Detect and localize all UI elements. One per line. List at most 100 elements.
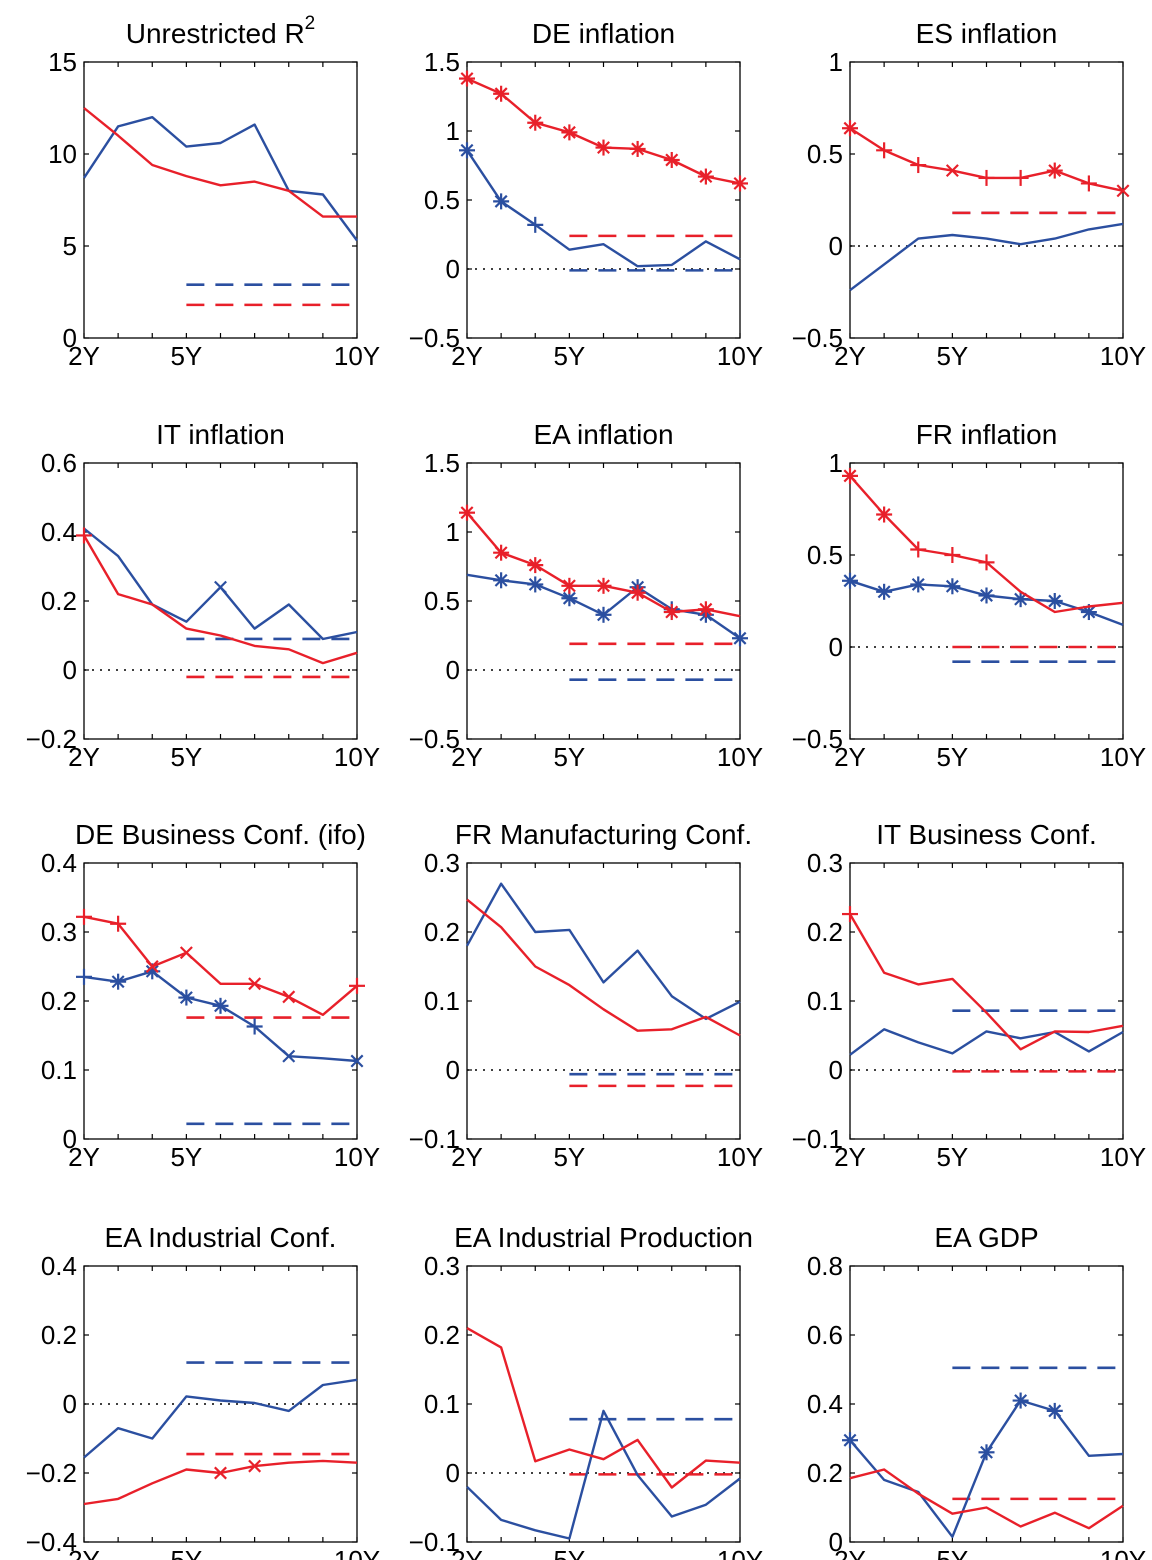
x-tick-label: 5Y xyxy=(553,1142,585,1172)
panel-title: DE Business Conf. (ifo) xyxy=(75,819,366,850)
marker-stroke xyxy=(494,87,508,101)
panel-title: EA Industrial Conf. xyxy=(105,1222,337,1253)
y-tick-label: 0 xyxy=(829,231,843,261)
red-marker xyxy=(910,541,927,558)
red-marker xyxy=(561,124,578,141)
red-series-line xyxy=(848,913,1124,1051)
marker-stroke xyxy=(282,1049,296,1063)
blue-marker xyxy=(214,580,227,594)
marker-stroke xyxy=(528,116,542,130)
red-marker xyxy=(595,139,612,156)
marker-stroke xyxy=(562,591,576,605)
marker-stroke xyxy=(494,194,508,208)
x-tick-label: 10Y xyxy=(1100,742,1146,772)
blue-marker xyxy=(527,576,544,593)
x-tick-label: 2Y xyxy=(451,341,483,371)
marker-stroke xyxy=(528,577,542,591)
blue-marker xyxy=(493,193,510,210)
x-tick-label: 5Y xyxy=(170,1142,202,1172)
y-tick-label: 0 xyxy=(446,655,460,685)
marker-stroke xyxy=(631,586,645,600)
red-marker xyxy=(527,114,544,131)
x-tick-label: 2Y xyxy=(834,341,866,371)
marker-stroke xyxy=(179,991,193,1005)
x-tick-label: 5Y xyxy=(553,742,585,772)
red-marker xyxy=(493,85,510,102)
marker-stroke xyxy=(460,143,474,157)
x-tick-label: 10Y xyxy=(717,1545,763,1560)
y-tick-label: 0 xyxy=(446,1055,460,1085)
marker-stroke xyxy=(1048,1404,1062,1418)
red-marker xyxy=(214,1466,227,1480)
red-marker xyxy=(944,547,961,563)
red-marker xyxy=(629,584,646,601)
y-tick-label: −0.1 xyxy=(409,1124,460,1154)
y-tick-label: −0.5 xyxy=(409,323,460,353)
marker-stroke xyxy=(111,975,125,989)
panel-title: Unrestricted R2 xyxy=(126,13,316,49)
marker-stroke xyxy=(699,602,713,616)
y-tick-label: 0 xyxy=(446,254,460,284)
red-marker xyxy=(76,527,92,544)
blue-series-line xyxy=(83,527,358,641)
axes-frame xyxy=(83,61,358,339)
marker-stroke xyxy=(145,960,159,973)
marker-stroke xyxy=(1048,164,1062,178)
red-marker xyxy=(282,990,296,1004)
red-marker xyxy=(910,157,927,174)
y-tick-label: 15 xyxy=(48,47,77,77)
red-marker xyxy=(595,577,612,594)
axes-frame xyxy=(466,462,741,740)
y-tick-label: −0.2 xyxy=(26,1458,77,1488)
red-marker xyxy=(842,120,858,137)
panel-1: Unrestricted R2 0 5 10 15 2Y 5Y 10Y xyxy=(48,13,380,371)
y-tick-label: 1 xyxy=(829,448,843,478)
blue-marker xyxy=(76,968,92,985)
y-tick-label: 0.3 xyxy=(41,917,77,947)
x-tick-label: 5Y xyxy=(936,1545,968,1560)
x-tick-label: 2Y xyxy=(68,1142,100,1172)
y-tick-label: 0.5 xyxy=(424,586,460,616)
y-tick-label: 0.1 xyxy=(807,986,843,1016)
panel-9: IT Business Conf. −0.1 0 0.1 0.2 0.3 2Y 5Y 10Y xyxy=(792,819,1146,1172)
red-marker xyxy=(842,906,858,923)
axes-frame xyxy=(849,61,1124,339)
y-tick-label: 0.1 xyxy=(424,986,460,1016)
x-tick-label: 5Y xyxy=(553,341,585,371)
y-tick-label: −0.1 xyxy=(792,1124,843,1154)
y-tick-label: 0 xyxy=(63,1124,77,1154)
marker-stroke xyxy=(460,506,474,520)
x-tick-label: 5Y xyxy=(553,1545,585,1560)
marker-stroke xyxy=(145,964,159,978)
red-marker xyxy=(945,164,959,178)
panel-12: EA GDP 0 0.2 0.4 0.6 0.8 2Y 5Y 10Y xyxy=(807,1222,1146,1560)
y-tick-label: 1 xyxy=(446,116,460,146)
x-tick-label: 2Y xyxy=(834,1545,866,1560)
red-series-line xyxy=(466,511,741,618)
panel-title: FR Manufacturing Conf. xyxy=(455,819,752,850)
y-tick-label: 0.1 xyxy=(424,1389,460,1419)
x-tick-label: 5Y xyxy=(936,1142,968,1172)
y-tick-label: 0.2 xyxy=(424,1320,460,1350)
axes-frame xyxy=(849,1265,1124,1543)
blue-marker xyxy=(842,1432,858,1449)
blue-marker xyxy=(1046,593,1063,609)
marker-stroke xyxy=(597,579,610,593)
red-marker xyxy=(1080,175,1097,192)
blue-marker xyxy=(876,583,893,600)
red-marker xyxy=(527,557,544,574)
axes-frame xyxy=(466,61,741,339)
marker-stroke xyxy=(843,574,857,588)
x-tick-label: 2Y xyxy=(68,742,100,772)
x-tick-label: 10Y xyxy=(1100,1545,1146,1560)
red-marker xyxy=(842,467,858,484)
marker-stroke xyxy=(494,546,508,560)
red-marker xyxy=(110,915,127,932)
panel-title: IT Business Conf. xyxy=(876,819,1096,850)
y-tick-label: 0.6 xyxy=(807,1320,843,1350)
y-tick-label: −0.5 xyxy=(409,724,460,754)
panel-7: DE Business Conf. (ifo) 0 0.1 0.2 0.3 0.4 2Y 5Y… xyxy=(41,819,380,1172)
panel-title: IT inflation xyxy=(156,419,285,450)
y-tick-label: 1.5 xyxy=(424,47,460,77)
